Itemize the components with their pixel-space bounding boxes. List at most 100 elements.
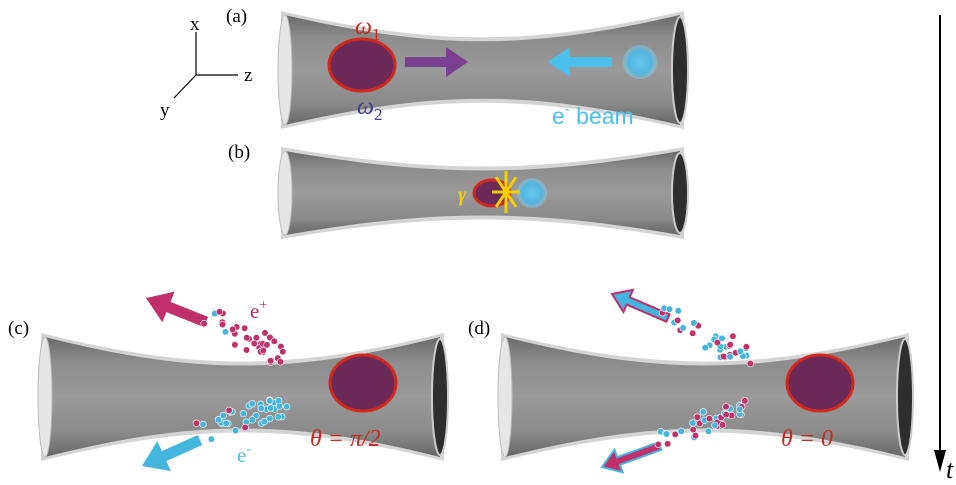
tube-end (432, 339, 448, 455)
angle-label: θ = π/2 (310, 426, 381, 452)
photon-label: γ (458, 184, 467, 206)
laser-pulse (787, 355, 853, 411)
subscript: 2 (374, 105, 383, 124)
particle (742, 397, 749, 404)
particle (702, 344, 709, 351)
charge: - (246, 442, 251, 457)
axis-label: z (244, 65, 252, 86)
particle (691, 320, 698, 327)
time-label: t (946, 455, 954, 484)
electron-bunch (517, 178, 547, 208)
frequency-label: ω1 (355, 14, 380, 44)
particle (706, 415, 713, 422)
tube-end (278, 151, 292, 235)
tube-end (897, 339, 913, 455)
particle (226, 407, 233, 414)
particle (275, 414, 282, 421)
particle (271, 338, 278, 345)
particle (249, 417, 256, 424)
laser-pulse (329, 39, 395, 91)
particle (747, 360, 754, 367)
particle (730, 333, 737, 340)
tube-end (498, 337, 512, 457)
particle (727, 354, 734, 361)
particle (712, 422, 719, 429)
particle (736, 406, 743, 413)
arrow (602, 442, 661, 472)
particle (737, 348, 744, 355)
particle (275, 397, 282, 404)
particle (705, 428, 712, 435)
particle (232, 427, 239, 434)
particle (232, 342, 239, 349)
particle (663, 431, 670, 438)
panel-label: (c) (8, 318, 29, 339)
particle (678, 428, 685, 435)
particle (193, 420, 200, 427)
axis-label: x (190, 14, 200, 35)
positron-label: e+ (250, 298, 267, 323)
particle (719, 422, 726, 429)
particle (283, 404, 290, 411)
panel-label: (b) (228, 142, 250, 163)
beam-text: beam (570, 103, 634, 129)
arrow (146, 292, 208, 327)
particle (253, 334, 260, 341)
charge: + (259, 298, 267, 313)
laser-pulse (330, 355, 396, 411)
particle (241, 325, 248, 332)
shapes (38, 11, 913, 472)
particle: e (237, 443, 246, 467)
particle (680, 325, 687, 332)
symbol: ω (357, 94, 374, 120)
particle (200, 421, 207, 428)
particle (689, 420, 696, 427)
electron-bunch (623, 45, 657, 79)
particle (672, 431, 679, 438)
particle (262, 330, 269, 337)
subscript: 1 (372, 25, 381, 44)
particle: e (552, 103, 565, 129)
particle (261, 418, 268, 425)
particle: e (250, 299, 259, 323)
particle (216, 309, 223, 316)
particle (277, 359, 284, 366)
particle (215, 416, 222, 423)
particle (690, 426, 697, 433)
figure: x z y (a) (b) (c) (d) ω1 ω2 e- beam e+ e… (0, 0, 956, 485)
particle (243, 347, 250, 354)
arrowhead (934, 450, 946, 472)
particle (723, 404, 730, 411)
particle (229, 326, 236, 333)
tube-end (672, 153, 688, 233)
coordinate-axes (174, 32, 238, 98)
particle (260, 347, 267, 354)
tube-end (278, 15, 292, 125)
particle (720, 353, 727, 360)
particle (267, 358, 274, 365)
beam-label: e- beam (552, 101, 634, 129)
particle (208, 436, 215, 443)
arrow (142, 435, 202, 471)
electron-label: e- (237, 442, 251, 467)
particle (666, 306, 673, 313)
particle (267, 405, 274, 412)
particle (223, 420, 230, 427)
particle (714, 339, 721, 346)
particle (201, 320, 208, 327)
particle (689, 330, 696, 337)
particle (655, 441, 662, 448)
particle (249, 401, 256, 408)
particle (222, 329, 229, 336)
particle (723, 411, 730, 418)
tube-end (38, 337, 52, 457)
arrow (612, 290, 670, 322)
particle (219, 321, 226, 328)
panel-label: (a) (226, 6, 247, 27)
symbol: ω (355, 14, 372, 40)
particle (244, 334, 251, 341)
particle (258, 405, 265, 412)
particle (674, 317, 681, 324)
angle-label: θ = 0 (781, 426, 833, 452)
particle (700, 409, 707, 416)
